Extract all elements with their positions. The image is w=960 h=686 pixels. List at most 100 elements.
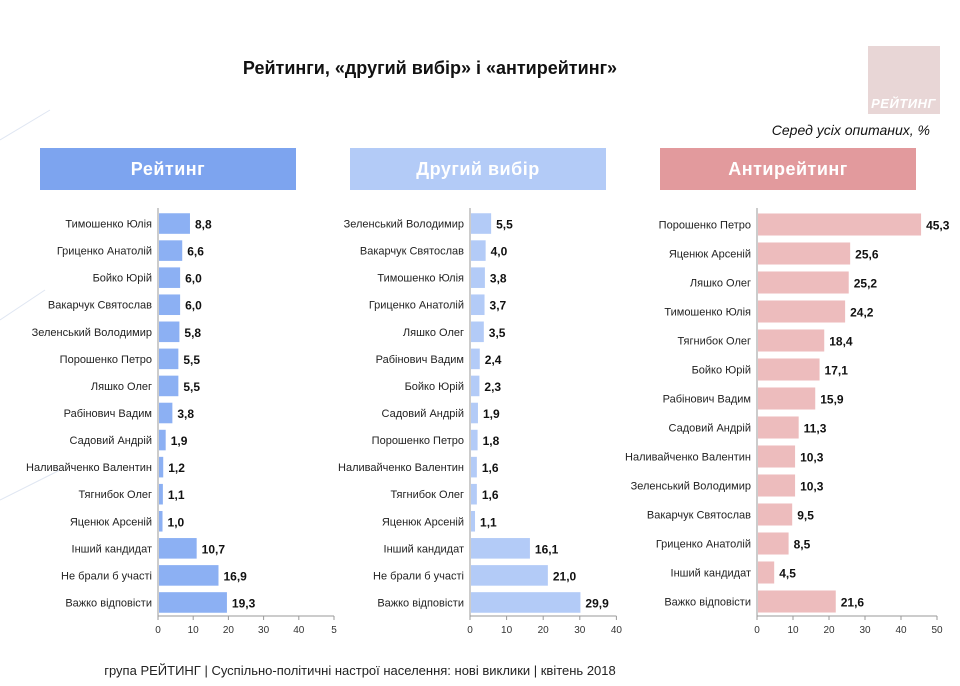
anti-category-label: Гриценко Анатолій: [656, 539, 751, 551]
rating-value-label: 6,6: [187, 245, 204, 259]
second-category-label: Зеленський Володимир: [344, 219, 464, 231]
rating-bar: [159, 213, 190, 234]
rating-bar: [159, 321, 180, 343]
rating-category-label: Тимошенко Юлія: [65, 219, 152, 231]
second-value-label: 4,0: [491, 245, 508, 259]
rating-header: Рейтинг: [40, 148, 296, 190]
rating-tick-label: 40: [293, 625, 305, 636]
rating-value-label: 8,8: [195, 218, 212, 232]
second-bar: [471, 348, 480, 370]
anti-tick-label: 40: [895, 625, 907, 636]
rating-value-label: 1,2: [168, 461, 185, 475]
rating-value-label: 1,1: [168, 488, 185, 502]
rating-bar: [159, 402, 173, 424]
anti-rating-chart: 0 10 20 30 40 50 Порошенко Петро 45,3 Яценюк Арс…: [625, 208, 950, 636]
subtitle: Серед усіх опитаних, %: [771, 122, 930, 138]
anti-category-label: Зеленський Володимир: [631, 481, 751, 493]
rating-tick-label: 0: [155, 625, 161, 636]
second-value-label: 16,1: [535, 542, 559, 556]
rating-tick-label: 5: [331, 625, 337, 636]
second-bar: [471, 240, 486, 261]
anti-tick-label: 20: [823, 625, 835, 636]
anti-value-label: 10,3: [800, 480, 824, 494]
second-category-label: Тимошенко Юлія: [377, 273, 464, 285]
rating-category-label: Зеленський Володимир: [32, 327, 152, 339]
second-value-label: 1,1: [480, 515, 497, 529]
rating-category-label: Яценюк Арсеній: [70, 516, 152, 528]
rating-category-label: Важко відповісти: [65, 597, 152, 609]
second-tick-label: 40: [611, 625, 623, 636]
anti-rating-header: Антирейтинг: [660, 148, 916, 190]
rating-chart: 0 10 20 30 40 5 Тимошенко Юлія 8,8 Гриценко Анат…: [26, 208, 337, 636]
footer: група РЕЙТИНГ | Суспільно-політичні наст…: [104, 663, 616, 678]
anti-category-label: Яценюк Арсеній: [669, 249, 751, 261]
rating-bar: [159, 375, 179, 397]
second-tick-label: 10: [501, 625, 513, 636]
rating-value-label: 5,5: [183, 380, 200, 394]
logo-text: РЕЙТИНГ: [871, 96, 936, 111]
rating-tick-label: 30: [258, 625, 270, 636]
anti-tick-label: 50: [931, 625, 943, 636]
rating-tick-label: 20: [223, 625, 235, 636]
rating-value-label: 5,8: [184, 326, 201, 340]
rating-bar: [159, 538, 197, 559]
rating-category-label: Не брали б участі: [61, 570, 152, 582]
second-category-label: Бойко Юрій: [405, 381, 464, 393]
rating-bar: [159, 294, 181, 316]
anti-bar: [758, 387, 816, 410]
rating-value-label: 10,7: [202, 542, 226, 556]
rating-value-label: 1,0: [168, 515, 185, 529]
second-bar: [471, 483, 477, 505]
rating-logo: РЕЙТИНГ: [868, 46, 940, 114]
anti-category-label: Порошенко Петро: [659, 220, 751, 232]
second-value-label: 29,9: [585, 596, 609, 610]
rating-bar: [159, 267, 181, 288]
second-value-label: 3,8: [490, 272, 507, 286]
anti-category-label: Тимошенко Юлія: [664, 307, 751, 319]
anti-bar: [758, 300, 846, 323]
anti-tick-label: 0: [754, 625, 760, 636]
second-value-label: 21,0: [553, 569, 577, 583]
anti-bar: [758, 503, 793, 526]
second-category-label: Інший кандидат: [384, 543, 464, 555]
second-tick-label: 30: [574, 625, 586, 636]
second-value-label: 2,3: [484, 380, 501, 394]
rating-value-label: 5,5: [183, 353, 200, 367]
anti-bar: [758, 590, 836, 613]
second-category-label: Гриценко Анатолій: [369, 300, 464, 312]
anti-bar: [758, 416, 799, 439]
second-value-label: 3,7: [490, 299, 507, 313]
second-category-label: Важко відповісти: [377, 597, 464, 609]
rating-value-label: 3,8: [177, 407, 194, 421]
anti-tick-label: 30: [859, 625, 871, 636]
rating-category-label: Ляшко Олег: [91, 381, 152, 393]
anti-category-label: Вакарчук Святослав: [647, 510, 751, 522]
rating-bar: [159, 456, 164, 478]
second-category-label: Рабінович Вадим: [376, 354, 464, 366]
second-category-label: Вакарчук Святослав: [360, 246, 464, 258]
rating-category-label: Рабінович Вадим: [64, 408, 152, 420]
second-category-label: Ляшко Олег: [403, 327, 464, 339]
rating-bar: [159, 483, 163, 505]
anti-value-label: 11,3: [804, 422, 827, 436]
second-category-label: Не брали б участі: [373, 570, 464, 582]
second-category-label: Порошенко Петро: [372, 435, 464, 447]
anti-category-label: Важко відповісти: [664, 597, 751, 609]
rating-category-label: Бойко Юрій: [93, 273, 152, 285]
anti-value-label: 24,2: [850, 306, 874, 320]
second-tick-label: 20: [538, 625, 550, 636]
second-bar: [471, 510, 476, 532]
anti-bar: [758, 532, 789, 555]
page-title: Рейтинги, «другий вибір» і «антирейтинг»: [242, 58, 618, 78]
second-bar: [471, 429, 478, 451]
rating-tick-label: 10: [188, 625, 200, 636]
anti-bar: [758, 445, 796, 468]
second-value-label: 1,6: [482, 461, 499, 475]
second-category-label: Яценюк Арсеній: [382, 516, 464, 528]
second-bar: [471, 538, 530, 559]
second-bar: [471, 294, 485, 316]
second-bar: [471, 267, 485, 288]
anti-bar: [758, 474, 796, 497]
second-category-label: Тягнибок Олег: [390, 489, 464, 501]
rating-bar: [159, 348, 179, 370]
